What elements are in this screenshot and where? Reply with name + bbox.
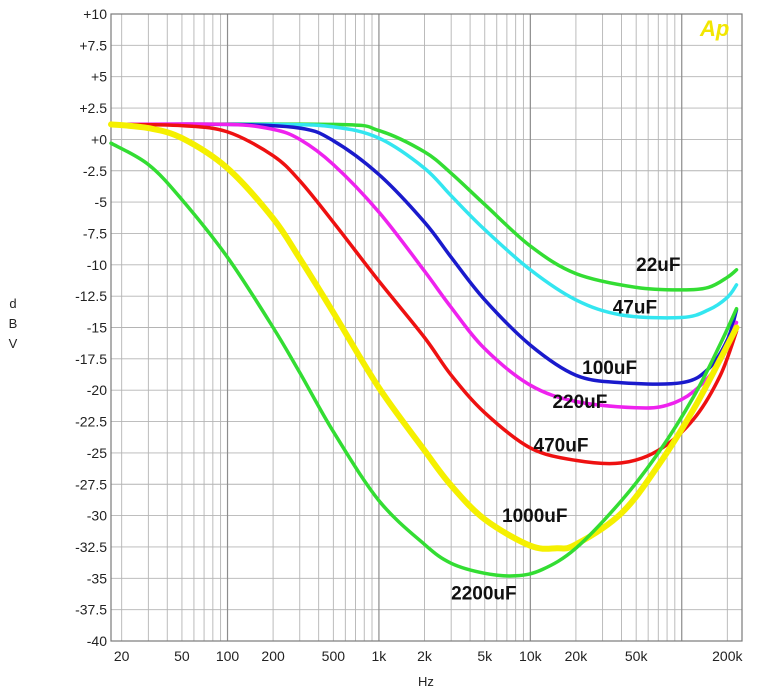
series-line-100uf — [109, 122, 739, 386]
y-tick-label: -22.5 — [75, 414, 107, 430]
y-axis-letter-v: V — [9, 336, 18, 351]
series-label-100uf: 100uF — [582, 358, 637, 379]
y-tick-label: +2.5 — [79, 100, 107, 116]
plot-frame — [110, 13, 743, 642]
x-tick-label: 200k — [712, 648, 743, 664]
y-tick-label: -15 — [87, 320, 107, 336]
x-tick-label: 500 — [322, 648, 346, 664]
y-axis-letter-b: B — [9, 316, 18, 331]
y-tick-label: -10 — [87, 257, 107, 273]
y-tick-label: -20 — [87, 382, 107, 398]
series-label-2200uf: 2200uF — [451, 584, 516, 605]
x-tick-label: 2k — [417, 648, 433, 664]
y-tick-label: -40 — [87, 633, 107, 649]
y-tick-label: -35 — [87, 570, 107, 586]
series-line-470uf — [109, 122, 739, 466]
y-axis-letter-d: d — [9, 296, 16, 311]
y-tick-label: -25 — [87, 445, 107, 461]
y-tick-label: -2.5 — [83, 163, 107, 179]
series-line-2200uf — [109, 141, 739, 578]
series-label-47uf: 47uF — [613, 298, 657, 319]
y-tick-label: -27.5 — [75, 476, 107, 492]
series-line-47uf — [109, 122, 739, 320]
series-label-470uf: 470uF — [534, 436, 589, 457]
x-tick-labels: 20 50 100 200 500 1k 2k 5k 10k 20k 50k 200k — [114, 648, 744, 664]
audio-precision-logo: Ap — [699, 16, 729, 41]
x-tick-label: 50k — [625, 648, 649, 664]
y-tick-label: -12.5 — [75, 288, 107, 304]
x-tick-label: 1k — [372, 648, 388, 664]
x-tick-label: 20 — [114, 648, 130, 664]
y-tick-label: +5 — [91, 69, 107, 85]
x-tick-label: 200 — [261, 648, 285, 664]
y-tick-label: -5 — [95, 194, 108, 210]
x-tick-label: 50 — [174, 648, 190, 664]
y-tick-label: -17.5 — [75, 351, 107, 367]
x-axis-title: Hz — [418, 674, 434, 689]
x-tick-label: 5k — [477, 648, 493, 664]
y-axis-title: d B V — [9, 296, 18, 351]
grid-minor — [111, 13, 742, 642]
y-tick-label: +7.5 — [79, 37, 107, 53]
series-line-220uf — [109, 122, 739, 410]
series-layer — [108, 121, 740, 578]
series-label-22uf: 22uF — [636, 255, 680, 276]
series-label-1000uf: 1000uF — [502, 506, 567, 527]
y-tick-label: -37.5 — [75, 602, 107, 618]
y-tick-label: -30 — [87, 508, 107, 524]
series-label-220uf: 220uF — [552, 392, 607, 413]
x-tick-label: 100 — [216, 648, 240, 664]
x-tick-label: 10k — [519, 648, 543, 664]
y-tick-label: +10 — [83, 6, 107, 22]
series-line-1000uf — [108, 121, 740, 552]
y-tick-label: -7.5 — [83, 225, 107, 241]
y-tick-labels: +10 +7.5 +5 +2.5 +0 -2.5 -5 -7.5 -10 -12.5 -15 -17.… — [75, 6, 107, 649]
series-line-22uf — [109, 122, 739, 292]
grid-major — [226, 14, 683, 641]
y-tick-label: -32.5 — [75, 539, 107, 555]
y-tick-label: +0 — [91, 131, 107, 147]
x-tick-label: 20k — [565, 648, 589, 664]
series-labels: 22uF 47uF 100uF 220uF 470uF 1000uF 2200uF — [451, 255, 680, 605]
